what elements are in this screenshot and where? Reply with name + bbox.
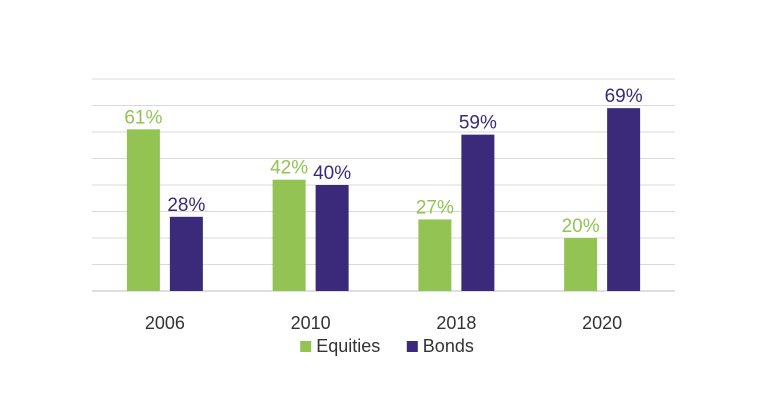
data-label-equities-2006: 61% [124, 107, 162, 128]
legend: Equities Bonds [300, 336, 474, 356]
legend-label-bonds: Bonds [423, 336, 474, 356]
legend-label-equities: Equities [316, 336, 380, 356]
data-label-bonds-2020: 69% [605, 86, 643, 107]
bar-equities-2006 [126, 129, 160, 291]
data-label-bonds-2006: 28% [167, 195, 205, 216]
legend-swatch-bonds [406, 341, 418, 352]
x-tick-label-2020: 2020 [582, 313, 622, 333]
bar-equities-2010 [272, 179, 306, 291]
bar-equities-2018 [418, 219, 452, 291]
data-label-equities-2020: 20% [562, 216, 600, 237]
x-tick-label-2006: 2006 [145, 313, 185, 333]
x-axis-ticks: 2006 2010 2018 2020 [145, 313, 622, 333]
x-tick-label-2018: 2018 [436, 313, 476, 333]
bar-bonds-2018 [461, 134, 495, 291]
x-tick-label-2010: 2010 [291, 313, 331, 333]
legend-swatch-equities [300, 341, 312, 352]
data-label-bonds-2010: 40% [313, 163, 351, 184]
data-label-equities-2010: 42% [270, 158, 308, 179]
data-label-bonds-2018: 59% [459, 113, 497, 134]
data-label-equities-2018: 27% [416, 197, 454, 218]
bars [126, 108, 641, 292]
bar-bonds-2006 [169, 216, 203, 291]
bar-bonds-2020 [607, 108, 641, 292]
bar-bonds-2010 [315, 185, 349, 291]
bar-equities-2020 [564, 238, 598, 291]
data-labels: 61% 28% 42% 40% 27% 59% 20% 69% [124, 86, 642, 237]
